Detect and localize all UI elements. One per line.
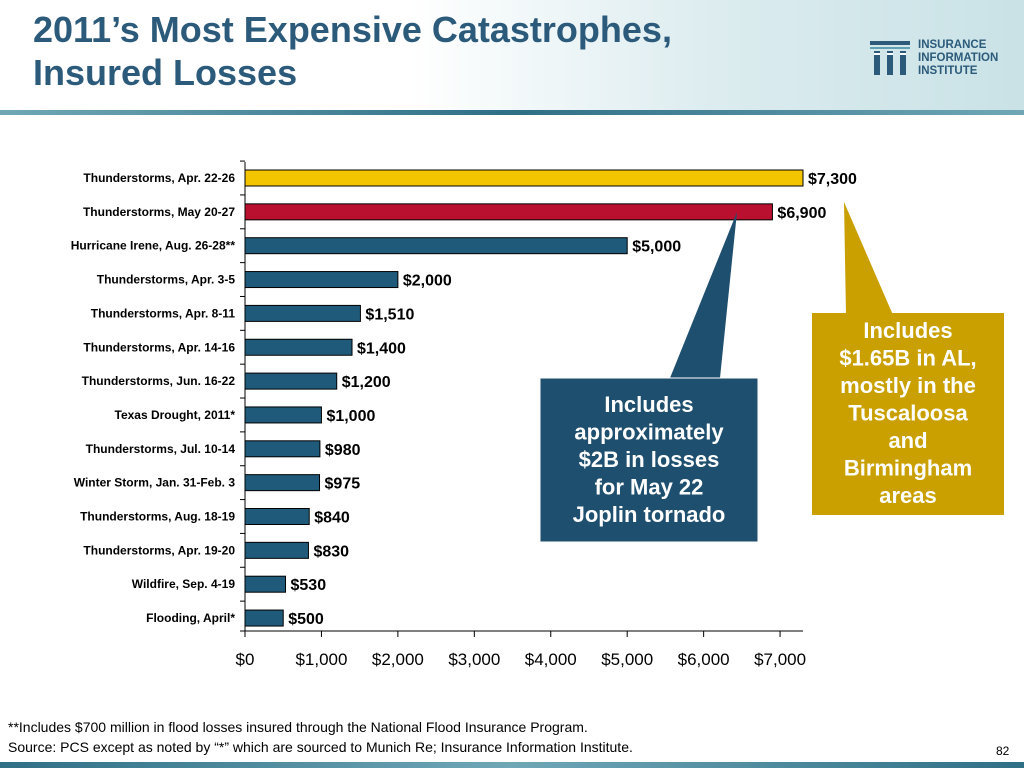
bar (244, 203, 773, 221)
bar (244, 406, 322, 424)
data-label: $1,400 (357, 340, 406, 357)
page-title-line1: 2011’s Most Expensive Catastrophes, (33, 9, 672, 50)
iii-logo: INSURANCE INFORMATION INSTITUTE (868, 37, 1018, 81)
category-label: Flooding, April* (146, 611, 235, 625)
callout-text-line: $2B in losses (579, 447, 720, 472)
logo-line-2: INFORMATION (918, 52, 999, 64)
callout-text-line: $1.65B in AL, (839, 346, 976, 371)
logo-line-1: INSURANCE (918, 39, 987, 51)
x-tick-label: $5,000 (601, 650, 653, 669)
data-label: $980 (325, 442, 361, 459)
callout-pointer (670, 212, 737, 378)
data-label: $500 (288, 611, 324, 628)
bar-chart: Thunderstorms, Apr. 22-26 $7,300 Thunderst… (71, 160, 1004, 669)
bar (244, 169, 804, 187)
bar (244, 474, 321, 492)
data-label: $1,200 (342, 374, 391, 391)
callout-text-line: Birmingham (844, 456, 972, 481)
category-label: Texas Drought, 2011* (115, 408, 236, 422)
category-label: Thunderstorms, May 20-27 (83, 205, 235, 219)
bar (244, 575, 287, 593)
callout-text-line: for May 22 (595, 475, 704, 500)
category-label: Wildfire, Sep. 4-19 (132, 577, 236, 591)
x-tick-label: $4,000 (525, 650, 577, 669)
data-label: $830 (313, 543, 349, 560)
footnote: **Includes $700 million in flood losses … (8, 717, 633, 757)
data-label: $6,900 (777, 205, 826, 222)
category-label: Thunderstorms, Apr. 8-11 (91, 306, 236, 320)
x-tick-label: $0 (236, 650, 255, 669)
footnote-line-1: **Includes $700 million in flood losses … (8, 719, 588, 735)
callout-text-line: mostly in the (840, 373, 976, 398)
iii-logo-icon (870, 41, 910, 75)
source-note: Source: PCS except as noted by “*” which… (8, 739, 633, 755)
callout-text-line: Tuscaloosa (848, 401, 968, 426)
data-label: $1,000 (326, 408, 375, 425)
callout-box (539, 377, 759, 543)
bar (244, 609, 284, 627)
x-tick-label: $2,000 (372, 650, 424, 669)
category-label: Thunderstorms, Apr. 3-5 (97, 273, 236, 287)
page-number: 82 (996, 744, 1010, 758)
callout-text-line: areas (879, 483, 937, 508)
data-label: $530 (291, 577, 327, 594)
category-label: Hurricane Irene, Aug. 26-28** (71, 239, 236, 253)
header-background (0, 0, 1024, 110)
category-label: Thunderstorms, Apr. 14-16 (83, 340, 235, 354)
bar (244, 440, 321, 458)
x-tick-label: $3,000 (448, 650, 500, 669)
category-label: Thunderstorms, Jun. 16-22 (82, 374, 236, 388)
category-label: Thunderstorms, Apr. 19-20 (83, 543, 235, 557)
category-label: Winter Storm, Jan. 31-Feb. 3 (74, 476, 236, 490)
callout-text-line: approximately (574, 420, 724, 445)
iii-logo-text: INSURANCE INFORMATION INSTITUTE (918, 39, 998, 78)
category-label: Thunderstorms, Aug. 18-19 (80, 510, 235, 524)
bar (244, 372, 338, 390)
data-label: $7,300 (808, 171, 857, 188)
bar (244, 304, 361, 322)
callout-text-line: Joplin tornado (573, 502, 726, 527)
data-label: $1,510 (365, 306, 414, 323)
bar (244, 338, 353, 356)
data-label: $975 (325, 476, 361, 493)
x-tick-label: $7,000 (754, 650, 806, 669)
page-title: 2011’s Most Expensive Catastrophes, Insu… (33, 8, 672, 94)
category-label: Thunderstorms, Jul. 10-14 (86, 442, 236, 456)
callout-text-line: Includes (604, 392, 693, 417)
bar (244, 508, 310, 525)
footer-divider (0, 762, 1024, 768)
data-label: $2,000 (403, 273, 452, 290)
bar (244, 541, 309, 559)
category-label: Thunderstorms, Apr. 22-26 (83, 171, 235, 185)
bar (244, 237, 628, 255)
x-tick-label: $6,000 (678, 650, 730, 669)
callout-box (812, 313, 1004, 515)
data-label: $840 (314, 510, 350, 527)
x-tick-label: $1,000 (295, 650, 347, 669)
header-divider (0, 110, 1024, 115)
bar (244, 271, 399, 289)
callout-text-line: Includes (863, 318, 952, 343)
logo-line-3: INSTITUTE (918, 65, 978, 77)
page-title-line2: Insured Losses (33, 52, 298, 93)
callout-pointer (844, 202, 893, 315)
callout-text-line: and (888, 428, 927, 453)
data-label: $5,000 (632, 239, 681, 256)
